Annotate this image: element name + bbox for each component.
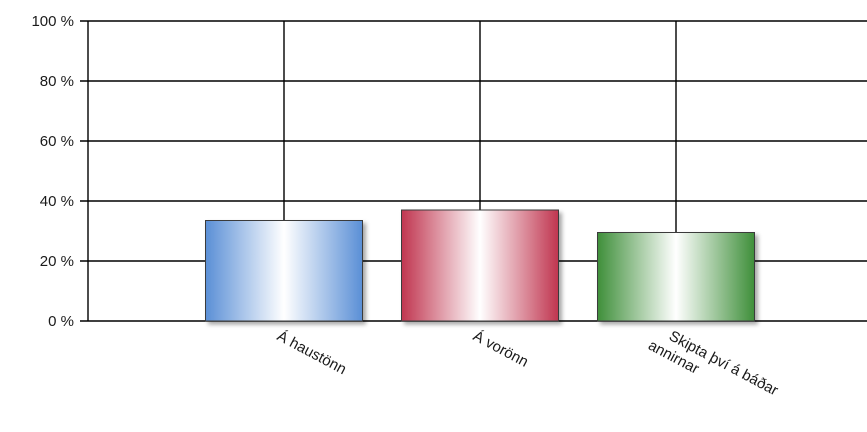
y-tick-label: 80 %	[40, 73, 74, 90]
y-tick-label: 100 %	[31, 13, 74, 30]
bar-2	[401, 209, 559, 322]
y-tick-label: 60 %	[40, 133, 74, 150]
y-axis-ticks: 0 % 20 % 40 % 60 % 80 % 100 %	[31, 13, 74, 330]
y-tick-label: 40 %	[40, 193, 74, 210]
y-tick-label: 0 %	[48, 313, 74, 330]
bar-1	[205, 220, 363, 322]
x-category-label: Skipta því á báðarannirnar	[645, 321, 781, 415]
bar-3	[597, 232, 755, 322]
bars	[205, 209, 755, 322]
y-tick-label: 20 %	[40, 253, 74, 270]
x-axis-labels: Á haustönn Á vorönn Skipta því á báðaranni…	[274, 321, 781, 415]
x-category-label: Á vorönn	[470, 328, 531, 371]
x-category-label: Á haustönn	[274, 328, 349, 379]
